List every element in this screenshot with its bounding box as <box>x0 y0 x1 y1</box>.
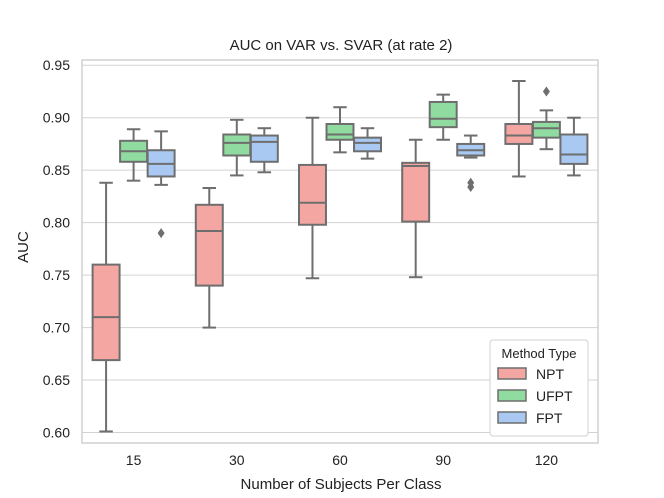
y-tick-label: 0.70 <box>43 320 70 336</box>
y-axis-label: AUC <box>15 231 32 263</box>
box-fpt <box>353 136 383 153</box>
x-tick-label: 30 <box>229 452 245 468</box>
y-tick-label: 0.80 <box>43 215 70 231</box>
box-fpt <box>559 133 589 165</box>
legend-title: Method Type <box>502 346 577 361</box>
y-tick-label: 0.85 <box>43 162 70 178</box>
x-tick-label: 90 <box>435 452 451 468</box>
box-ufpt <box>428 100 458 129</box>
legend-swatch-ufpt <box>497 389 527 402</box>
box-fpt <box>249 134 279 163</box>
outlier-marker <box>157 228 165 239</box>
outlier-marker <box>542 86 550 97</box>
legend-swatch-fpt <box>497 411 527 424</box>
box-npt <box>91 263 121 362</box>
box-npt <box>504 123 534 145</box>
box-ufpt <box>325 123 355 141</box>
outlier-marker <box>467 181 475 192</box>
box-ufpt <box>531 120 561 139</box>
legend: Method Type NPT UFPT FPT <box>489 339 589 437</box>
y-tick-label: 0.60 <box>43 425 70 441</box>
y-tick-label: 0.90 <box>43 110 70 126</box>
legend-label-npt: NPT <box>536 366 564 382</box>
box-ufpt <box>222 133 252 157</box>
x-tick-label: 120 <box>535 452 559 468</box>
y-tick-label: 0.65 <box>43 372 70 388</box>
box-npt <box>297 163 327 226</box>
legend-swatch-npt <box>497 367 527 380</box>
x-axis-label: Number of Subjects Per Class <box>241 476 442 493</box>
plot-frame <box>81 59 599 444</box>
x-tick-label: 15 <box>126 452 142 468</box>
legend-label-fpt: FPT <box>536 410 563 426</box>
chart-title: AUC on VAR vs. SVAR (at rate 2) <box>230 37 453 54</box>
y-tick-label: 0.75 <box>43 267 70 283</box>
plot-area: 0.60 0.65 0.70 0.75 0.80 0.85 0.90 0.95 15 30 60 90… <box>43 57 599 468</box>
x-tick-label: 60 <box>332 452 348 468</box>
legend-label-ufpt: UFPT <box>536 388 573 404</box>
box-npt <box>194 203 224 287</box>
box-npt <box>401 161 431 223</box>
y-tick-label: 0.95 <box>43 57 70 73</box>
